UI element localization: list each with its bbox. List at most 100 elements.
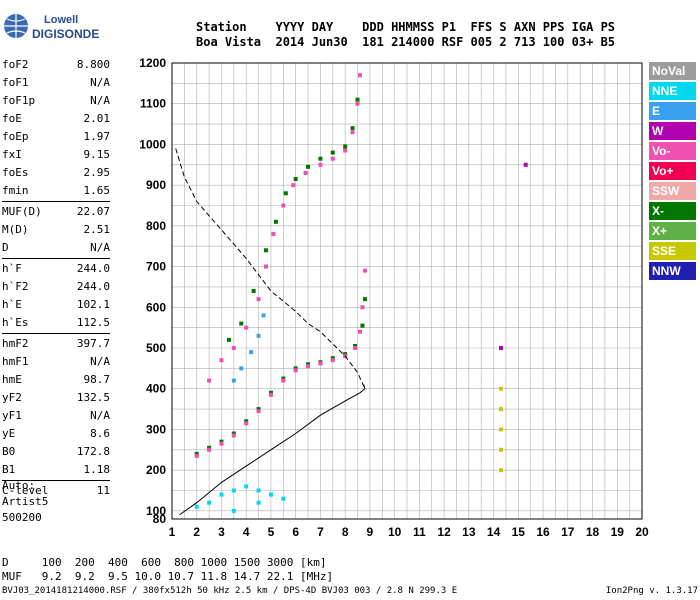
data-point [281, 496, 286, 501]
param-value: 2.51 [83, 223, 111, 236]
data-point [207, 378, 212, 383]
x-tick-label: 17 [561, 525, 575, 539]
param-row: h`E 102.1 [2, 296, 110, 314]
x-tick-label: 20 [635, 525, 649, 539]
legend-item: X+ [649, 222, 696, 240]
param-separator [2, 201, 110, 202]
param-value: 244.0 [76, 280, 110, 293]
x-tick-label: 13 [462, 525, 476, 539]
data-point [330, 150, 335, 155]
muf-table-muf-row: MUF 9.2 9.2 9.5 10.0 10.7 11.8 14.7 22.1… [2, 570, 334, 583]
status-line3: 500200 [2, 511, 42, 524]
legend-item: X- [649, 202, 696, 220]
param-value: 1.97 [83, 130, 111, 143]
data-point [231, 431, 236, 436]
param-value: 397.7 [76, 337, 110, 350]
x-tick-label: 4 [243, 525, 250, 539]
data-point [264, 248, 268, 253]
legend-item: Vo+ [649, 162, 696, 180]
param-value: 8.6 [90, 427, 110, 440]
param-value: N/A [90, 94, 110, 107]
param-label: h`E [2, 298, 22, 311]
y-tick-label: 200 [146, 463, 166, 477]
data-point [350, 130, 355, 135]
y-tick-label: 600 [146, 300, 166, 314]
param-separator [2, 333, 110, 334]
param-label: B1 [2, 463, 16, 476]
x-tick-label: 6 [292, 525, 299, 539]
data-point [273, 219, 278, 224]
data-point [256, 297, 261, 302]
param-label: hmF1 [2, 355, 29, 368]
data-point [231, 508, 236, 513]
parameter-panel: foF2 8.800 foF1 N/A foF1p N/A foE 2.01 foEp 1.97 f… [2, 56, 110, 500]
param-label: B0 [2, 445, 16, 458]
footer-version: Ion2Png v. 1.3.17 [605, 586, 698, 596]
param-value: 2.95 [83, 166, 111, 179]
param-row: MUF(D) 22.07 [2, 203, 110, 221]
x-tick-label: 1 [169, 525, 176, 539]
param-row: yF2 132.5 [2, 389, 110, 407]
data-point [362, 297, 367, 302]
data-point [358, 73, 362, 78]
data-point [353, 346, 358, 350]
x-tick-label: 16 [536, 525, 550, 539]
param-row: foF2 8.800 [2, 56, 110, 74]
data-point [194, 504, 199, 509]
param-row: h`F 244.0 [2, 260, 110, 278]
param-value: 9.15 [83, 148, 111, 161]
lowell-digisonde-logo: Lowell DIGISONDE [4, 14, 99, 41]
data-point [194, 453, 199, 458]
data-point [362, 268, 367, 273]
param-label: foEp [2, 130, 29, 143]
param-value: 22.07 [76, 205, 110, 218]
data-point [231, 378, 236, 383]
data-point [343, 352, 348, 357]
param-row: C-level 11 [2, 482, 110, 500]
legend-item: NNW [649, 262, 696, 280]
param-value: 244.0 [76, 262, 110, 275]
x-tick-label: 19 [611, 525, 625, 539]
data-point [268, 392, 273, 397]
param-row: hmF2 397.7 [2, 335, 110, 353]
param-row: foF1 N/A [2, 74, 110, 92]
param-label: foF1 [2, 76, 29, 89]
param-row: foE 2.01 [2, 110, 110, 128]
param-row: M(D) 2.51 [2, 221, 110, 239]
x-tick-label: 2 [193, 525, 200, 539]
data-point [226, 337, 231, 342]
param-label: yF1 [2, 409, 22, 422]
data-point [249, 350, 254, 355]
y-tick-label: 1200 [139, 56, 166, 70]
y-tick-label: 1000 [139, 137, 166, 151]
param-label: D [2, 241, 9, 254]
param-label: h`F [2, 262, 22, 275]
data-point [499, 447, 503, 452]
legend-item: W [649, 122, 696, 140]
param-separator [2, 258, 110, 259]
param-row: D N/A [2, 239, 110, 257]
muf-table-distance-row: D 100 200 400 600 800 1000 1500 3000 [km… [2, 556, 327, 569]
param-row: hmF1 N/A [2, 353, 110, 371]
param-value: 8.800 [76, 58, 110, 71]
y-tick-label: 500 [146, 341, 166, 355]
legend-item: NNE [649, 82, 696, 100]
param-value: 1.18 [83, 463, 111, 476]
x-tick-label: 11 [413, 525, 426, 539]
data-point [293, 177, 298, 182]
param-value: N/A [90, 76, 110, 89]
data-point [343, 144, 348, 149]
param-label: foE [2, 112, 22, 125]
data-point [219, 439, 224, 444]
x-tick-label: 9 [367, 525, 374, 539]
data-point [306, 362, 311, 367]
x-tick-label: 15 [512, 525, 526, 539]
param-label: MUF(D) [2, 205, 42, 218]
param-label: fmin [2, 184, 29, 197]
data-point [330, 358, 335, 363]
data-point [306, 364, 311, 369]
footer-file-info: BVJ03_2014181214000.RSF / 380fx512h 50 k… [2, 586, 458, 596]
legend-item: Vo- [649, 142, 696, 160]
data-point [231, 433, 236, 438]
data-point [219, 358, 224, 363]
